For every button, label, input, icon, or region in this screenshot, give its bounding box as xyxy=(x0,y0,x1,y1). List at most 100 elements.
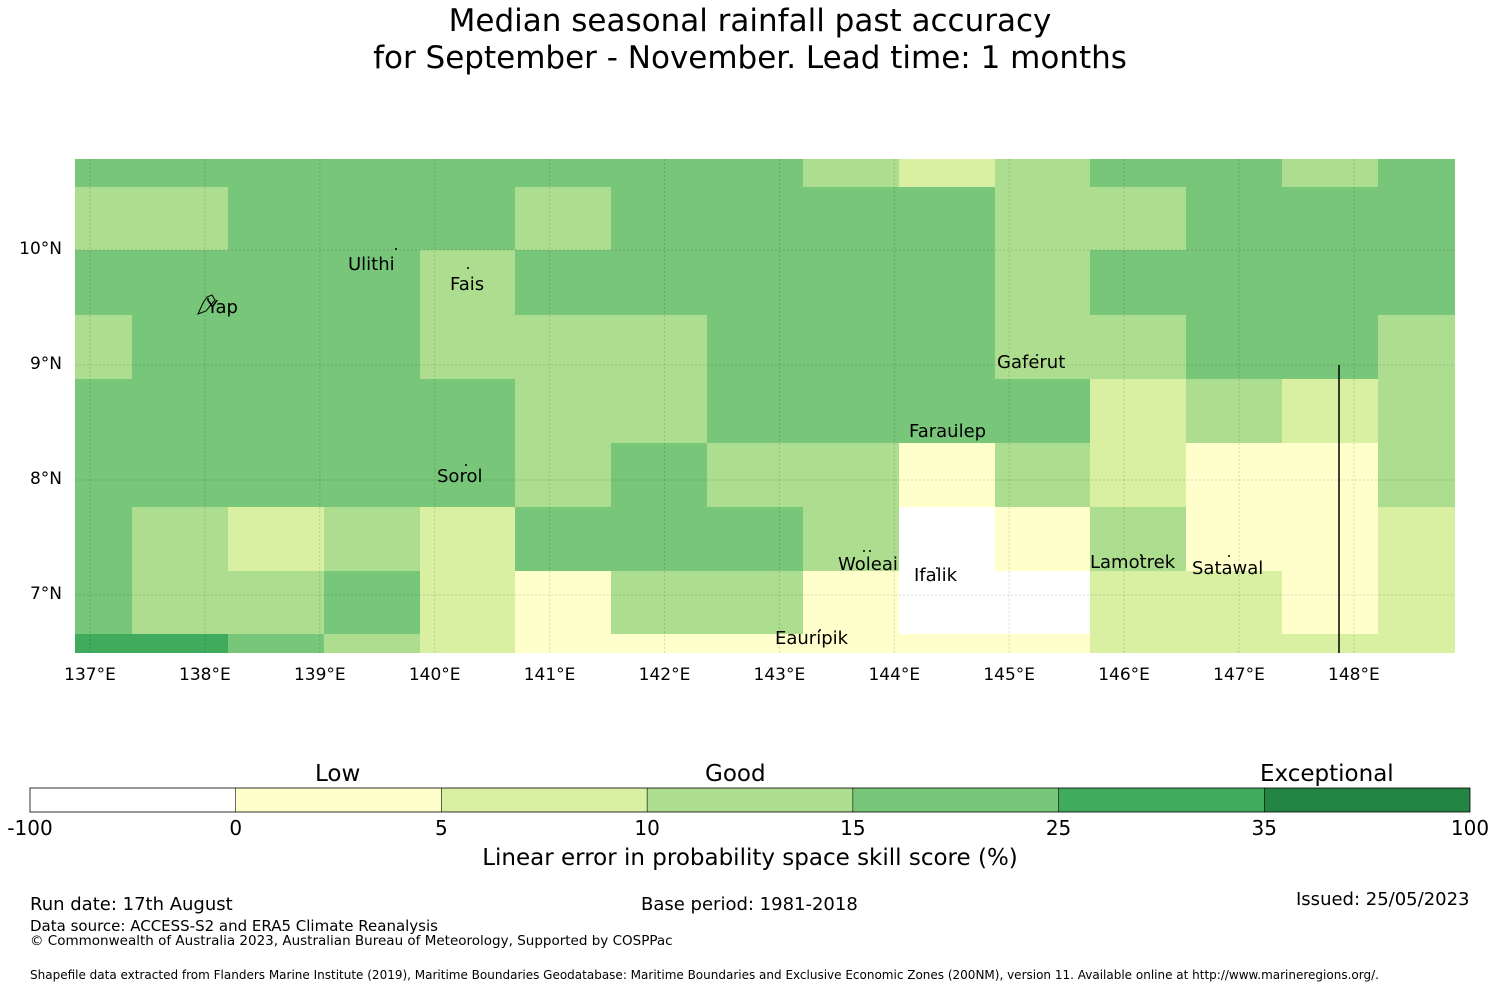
legend-tick-label: 15 xyxy=(840,816,866,840)
island-mark xyxy=(1228,555,1230,557)
grid-cell xyxy=(228,507,324,571)
legend-tick-label: 10 xyxy=(634,816,660,840)
grid-cell xyxy=(803,159,899,187)
place-label-sorol: Sorol xyxy=(437,466,483,487)
x-tick-label: 142°E xyxy=(638,665,691,685)
island-mark xyxy=(395,248,397,250)
skill-grid xyxy=(75,159,1455,653)
shapefile-credit: Shapefile data extracted from Flanders M… xyxy=(30,968,1379,982)
place-label-woleai: Woleai xyxy=(838,554,898,575)
grid-cell xyxy=(995,443,1090,507)
island-mark xyxy=(955,424,957,426)
run-date: Run date: 17th August xyxy=(30,894,233,915)
legend-swatch xyxy=(30,788,236,812)
y-tick-label: 7°N xyxy=(29,584,62,604)
legend-tick-label: 25 xyxy=(1045,816,1072,840)
x-tick-label: 146°E xyxy=(1098,665,1150,685)
grid-cell xyxy=(995,250,1090,315)
place-label-faraulep: Faraulep xyxy=(909,421,987,442)
grid-cell xyxy=(515,443,611,507)
grid-cell xyxy=(75,250,420,315)
grid-cell xyxy=(1090,634,1455,653)
island-mark xyxy=(819,629,821,631)
map-title-line1: Median seasonal rainfall past accuracy xyxy=(448,3,1052,39)
grid-cell xyxy=(899,634,1090,653)
grid-cell xyxy=(515,507,803,571)
grid-cell xyxy=(75,159,1455,187)
grid-cell xyxy=(707,315,995,379)
grid-cell xyxy=(899,571,1090,634)
x-tick-label: 138°E xyxy=(179,665,231,685)
grid-cell xyxy=(1090,379,1186,443)
y-tick-label: 8°N xyxy=(29,469,62,489)
grid-cell xyxy=(1282,159,1378,187)
grid-cell xyxy=(420,634,515,653)
base-period: Base period: 1981-2018 xyxy=(641,894,858,915)
grid-cell xyxy=(515,571,611,634)
grid-cell xyxy=(1090,250,1455,315)
data-source: Data source: ACCESS-S2 and ERA5 Climate … xyxy=(30,917,438,935)
legend-tick-label: 5 xyxy=(435,816,448,840)
grid-cell xyxy=(1378,443,1455,507)
place-label-ifalik: Ifalik xyxy=(914,565,958,586)
grid-cell xyxy=(1186,315,1378,379)
grid-cell xyxy=(75,443,515,507)
legend-swatch xyxy=(441,788,648,812)
grid-cell xyxy=(420,315,707,379)
grid-cell xyxy=(420,507,515,571)
grid-cell xyxy=(75,379,515,443)
grid-cell xyxy=(132,315,420,379)
island-mark xyxy=(207,298,209,300)
legend-colorbar xyxy=(29,787,1471,813)
island-mark xyxy=(863,550,865,552)
grid-cell xyxy=(707,443,899,507)
x-tick-label: 145°E xyxy=(983,665,1036,685)
grid-cell xyxy=(1378,315,1455,379)
grid-cell xyxy=(75,315,132,379)
grid-cell xyxy=(1090,571,1282,634)
legend-swatch xyxy=(852,788,1059,812)
place-label-eauripik: Eauripik xyxy=(775,628,849,649)
grid-cell xyxy=(420,571,515,634)
grid-cell xyxy=(515,379,707,443)
grid-cell xyxy=(803,507,899,571)
grid-cell xyxy=(515,187,611,250)
grid-cell xyxy=(75,634,228,653)
map-title-line2: for September - November. Lead time: 1 m… xyxy=(373,40,1127,76)
island-mark xyxy=(1140,554,1142,556)
graticule xyxy=(75,159,1455,653)
grid-cell xyxy=(1090,507,1186,571)
x-tick-label: 137°E xyxy=(64,665,116,685)
place-label-fais: Fais xyxy=(450,274,485,295)
grid-cell xyxy=(515,634,899,653)
legend-swatch xyxy=(235,788,442,812)
x-tick-label: 147°E xyxy=(1213,665,1265,685)
grid-cell xyxy=(75,187,228,250)
place-label-yap: Yap xyxy=(207,297,238,318)
grid-cell xyxy=(995,507,1090,571)
grid-cell xyxy=(324,507,420,571)
issued-date: Issued: 25/05/2023 xyxy=(1296,889,1470,910)
grid-cell xyxy=(1186,379,1282,443)
grid-cell xyxy=(611,187,995,250)
island-outlines xyxy=(197,248,1230,631)
grid-cell xyxy=(1378,379,1455,443)
grid-cell xyxy=(995,159,1090,187)
grid-cell xyxy=(899,443,995,507)
grid-cell xyxy=(324,571,420,634)
x-tick-label: 140°E xyxy=(408,665,461,685)
x-tick-label: 144°E xyxy=(868,665,921,685)
grid-cell xyxy=(995,187,1186,250)
grid-cell xyxy=(420,250,515,315)
x-tick-label: 139°E xyxy=(293,665,346,685)
grid-cell xyxy=(75,571,132,634)
legend-category-low: Low xyxy=(315,761,361,787)
grid-cell xyxy=(611,443,707,507)
grid-cell xyxy=(1378,571,1455,634)
grid-cell xyxy=(803,571,899,634)
grid-cell xyxy=(132,571,324,634)
grid-cell xyxy=(707,379,1090,443)
y-tick-label: 9°N xyxy=(29,354,62,374)
grid-cell xyxy=(515,250,995,315)
